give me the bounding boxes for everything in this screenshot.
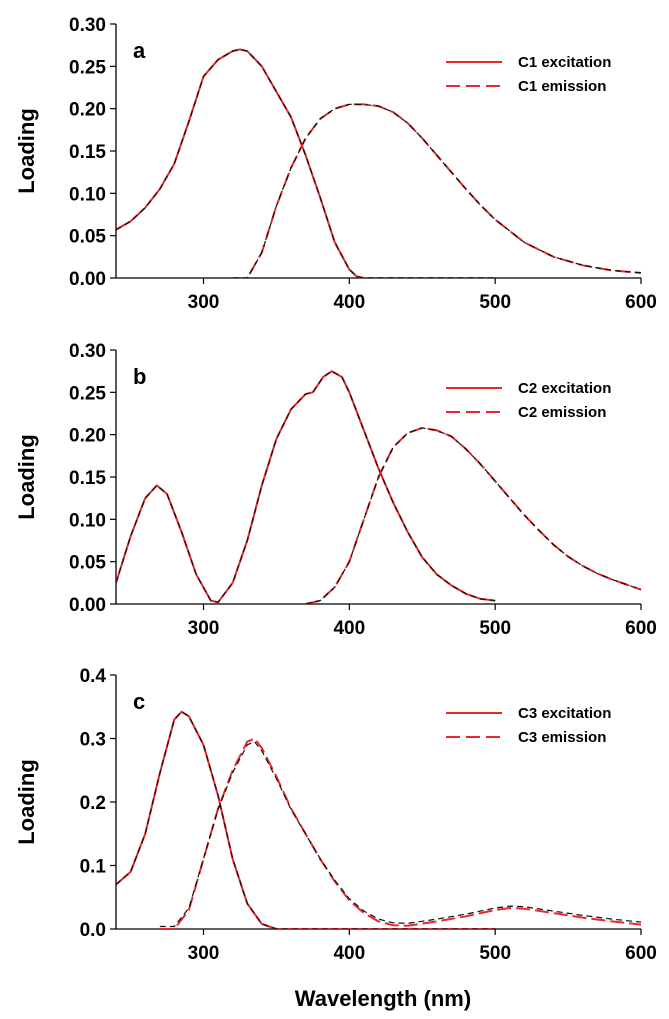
- legend-label: C2 excitation: [518, 380, 611, 397]
- y-tick-label: 0.00: [69, 269, 106, 290]
- y-axis-title: Loading: [14, 108, 39, 194]
- y-tick-label: 0.1: [80, 857, 107, 878]
- series-line-emission: [159, 737, 641, 929]
- model-line-excitation: [116, 711, 496, 929]
- y-tick-label: 0.25: [69, 57, 106, 78]
- y-tick-label: 0.00: [69, 595, 106, 616]
- panel-a: 0.00 0.05 0.10 0.15 0.20 0.25 0.30 300 400 500 600…: [14, 15, 657, 313]
- y-tick-label: 0.25: [69, 383, 106, 404]
- y-axis-title: Loading: [14, 434, 39, 520]
- y-tick-label: 0.20: [69, 100, 106, 121]
- legend-label: C1 emission: [518, 78, 606, 95]
- legend-label: C1 excitation: [518, 54, 611, 71]
- y-tick-label: 0.4: [80, 666, 107, 687]
- y-tick-label: 0.0: [80, 920, 106, 941]
- legend-label: C3 emission: [518, 729, 606, 746]
- model-line-emission: [305, 427, 641, 604]
- model-line-emission: [232, 103, 641, 278]
- y-tick-label: 0.05: [69, 553, 106, 574]
- x-tick-label: 300: [188, 292, 220, 313]
- x-tick-label: 300: [188, 618, 220, 639]
- x-tick-label: 400: [333, 292, 365, 313]
- panel-letter: c: [133, 689, 145, 714]
- y-tick-label: 0.30: [69, 15, 106, 36]
- model-line-emission: [159, 740, 641, 928]
- panel-b: 0.00 0.05 0.10 0.15 0.20 0.25 0.30 300 400 500 600…: [14, 341, 657, 639]
- x-tick-label: 500: [479, 618, 511, 639]
- y-tick-label: 0.15: [69, 142, 106, 163]
- series-line-excitation: [116, 710, 496, 929]
- y-tick-label: 0.30: [69, 341, 106, 362]
- panel-c: 0.0 0.1 0.2 0.3 0.4 300 400 500 600 Loading c C3 ex…: [14, 666, 657, 964]
- x-tick-label: 500: [479, 292, 511, 313]
- series-line-emission: [232, 103, 641, 278]
- series-line-excitation: [116, 48, 496, 278]
- y-axis-title: Loading: [14, 759, 39, 845]
- legend-label: C2 emission: [518, 404, 606, 421]
- y-tick-label: 0.10: [69, 510, 106, 531]
- x-tick-label: 600: [625, 618, 657, 639]
- series-line-excitation: [116, 370, 496, 604]
- x-tick-label: 600: [625, 292, 657, 313]
- y-tick-label: 0.20: [69, 426, 106, 447]
- panel-letter: b: [133, 364, 146, 389]
- x-axis-title: Wavelength (nm): [295, 986, 471, 1011]
- y-tick-label: 0.3: [80, 730, 106, 751]
- y-tick-label: 0.15: [69, 468, 106, 489]
- x-tick-label: 600: [625, 943, 657, 964]
- legend-label: C3 excitation: [518, 705, 611, 722]
- y-tick-label: 0.05: [69, 227, 106, 248]
- series-line-emission: [305, 426, 641, 604]
- x-tick-label: 400: [333, 943, 365, 964]
- y-tick-label: 0.10: [69, 184, 106, 205]
- model-line-excitation: [116, 370, 496, 603]
- model-line-excitation: [116, 48, 496, 278]
- x-tick-label: 500: [479, 943, 511, 964]
- x-tick-label: 400: [333, 618, 365, 639]
- x-tick-label: 300: [188, 943, 220, 964]
- y-tick-label: 0.2: [80, 793, 106, 814]
- panel-letter: a: [133, 38, 146, 63]
